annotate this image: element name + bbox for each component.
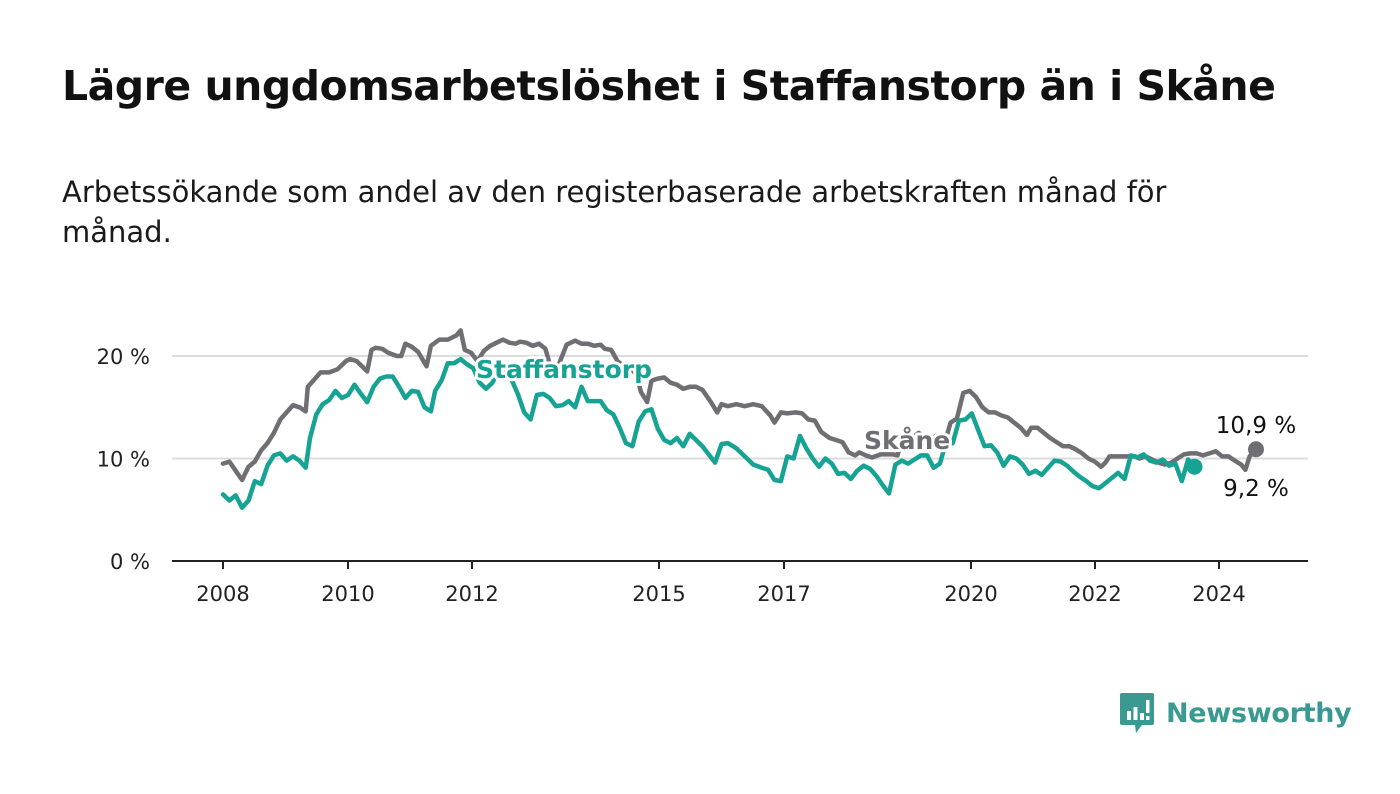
series-line-skne bbox=[220, 328, 1259, 483]
series-label-staffanstorp: Staffanstorp bbox=[476, 355, 652, 384]
y-tick-label: 20 % bbox=[97, 345, 150, 369]
end-point-staffanstorp bbox=[1186, 458, 1203, 475]
x-tick-label: 2015 bbox=[632, 582, 685, 606]
x-tick-label: 2020 bbox=[944, 582, 997, 606]
end-label-staffanstorp: 9,2 % bbox=[1223, 476, 1289, 502]
x-tick-label: 2017 bbox=[757, 582, 810, 606]
x-tick-label: 2024 bbox=[1192, 582, 1245, 606]
brand-name: Newsworthy bbox=[1166, 697, 1352, 729]
x-tick-label: 2022 bbox=[1068, 582, 1121, 606]
brand-logo: Newsworthy bbox=[1118, 690, 1352, 736]
end-label-skane: 10,9 % bbox=[1216, 413, 1296, 439]
series-label-skane: Skåne bbox=[864, 426, 950, 455]
x-tick-label: 2012 bbox=[445, 582, 498, 606]
y-tick-label: 10 % bbox=[97, 448, 150, 472]
y-tick-label: 0 % bbox=[110, 550, 150, 574]
chart-subtitle: Arbetssökande som andel av den registerb… bbox=[62, 175, 1167, 249]
x-tick-label: 2008 bbox=[196, 582, 249, 606]
chart-title: Lägre ungdomsarbetslöshet i Staffanstorp… bbox=[62, 62, 1276, 110]
series-line-staffanstorp bbox=[220, 356, 1197, 510]
end-point-skne bbox=[1248, 441, 1264, 458]
x-tick-label: 2010 bbox=[321, 582, 374, 606]
newsworthy-logo-icon bbox=[1120, 693, 1154, 733]
